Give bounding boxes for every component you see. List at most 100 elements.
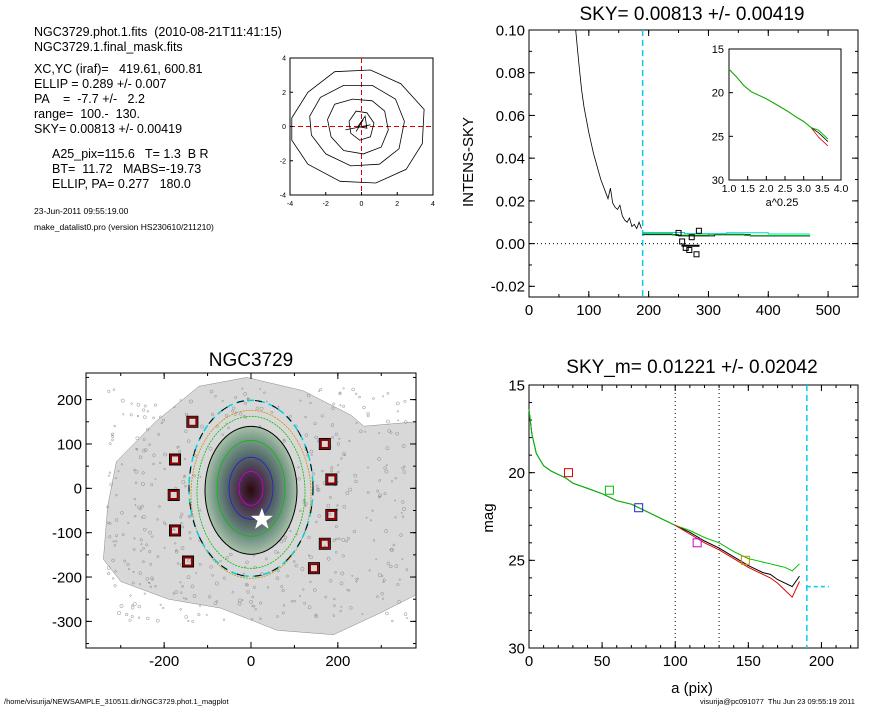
- galaxy-noise: [251, 604, 254, 607]
- galaxy-noise: [149, 562, 153, 566]
- galaxy-noise: [258, 425, 261, 428]
- galaxy-noise: [290, 600, 294, 603]
- header-date: 23-Jun-2011 09:55:19.00: [34, 206, 129, 216]
- galaxy-noise: [265, 400, 268, 403]
- mag-ylabel: mag: [480, 503, 497, 532]
- footer-user: visurija@pc091077 Thu Jun 23 09:55:19 20…: [700, 697, 855, 706]
- galaxy-noise: [266, 586, 269, 589]
- galaxy-noise: [107, 389, 111, 393]
- galaxy-noise: [311, 454, 313, 456]
- mag-x-tick-label: 150: [736, 653, 761, 670]
- galaxy-noise: [362, 405, 366, 410]
- galaxy-noise: [385, 611, 389, 616]
- galaxy-noise: [326, 556, 331, 561]
- galaxy-noise: [337, 471, 340, 474]
- inset-ytick-label: 30: [712, 175, 724, 187]
- sky-box-marker: [325, 508, 338, 521]
- galaxy-noise: [340, 457, 343, 460]
- galaxy-noise: [109, 482, 113, 487]
- galaxy-noise: [334, 571, 337, 574]
- mag-x-tick-label: 0: [525, 653, 533, 670]
- galaxy-noise: [340, 606, 343, 608]
- galaxy-noise: [143, 527, 147, 532]
- mag-x-tick-label: 100: [663, 653, 688, 670]
- galaxy-noise: [336, 442, 341, 446]
- galaxy-noise: [302, 500, 307, 504]
- galaxy-noise: [199, 509, 202, 512]
- mag-square-green: [604, 485, 614, 495]
- galaxy-noise: [234, 396, 238, 400]
- galaxy-noise: [282, 439, 286, 443]
- galaxy-noise: [372, 397, 375, 400]
- galaxy-noise: [282, 604, 286, 607]
- galaxy-noise: [191, 620, 195, 623]
- galaxy-noise: [319, 388, 323, 391]
- gal-y-tick-label: -100: [52, 525, 82, 542]
- galaxy-noise: [304, 433, 308, 437]
- galaxy-noise: [339, 610, 342, 613]
- galaxy-noise: [128, 618, 132, 622]
- galaxy-noise: [179, 581, 182, 584]
- galaxy-noise: [154, 478, 157, 481]
- mag-series-red: [674, 524, 800, 599]
- galaxy-noise: [139, 583, 141, 586]
- galaxy-isophote: [196, 415, 306, 569]
- galaxy-noise: [385, 446, 390, 451]
- galaxy-noise: [403, 465, 406, 468]
- galaxy-noise: [281, 611, 285, 615]
- center-xtick-label: -2: [323, 201, 329, 208]
- center-ytick-label: -4: [280, 193, 286, 200]
- galaxy-noise: [148, 582, 151, 584]
- galaxy-noise: [139, 538, 143, 542]
- galaxy-noise: [364, 430, 367, 433]
- galaxy-noise: [122, 413, 125, 416]
- galaxy-noise: [335, 551, 338, 554]
- galaxy-noise: [259, 601, 263, 605]
- galaxy-noise: [222, 618, 226, 621]
- galaxy-noise: [117, 470, 120, 473]
- center-contour: [357, 115, 368, 129]
- gal-y-tick-label: 0: [74, 481, 82, 498]
- galaxy-noise: [110, 432, 115, 436]
- galaxy-noise: [315, 520, 318, 524]
- star-icon: [250, 507, 273, 529]
- galaxy-noise: [382, 597, 385, 600]
- galaxy-noise: [243, 392, 247, 396]
- sky-box-marker-inner: [326, 509, 337, 520]
- galaxy-noise: [386, 561, 390, 565]
- sky-profile-line: [575, 29, 642, 230]
- header-line4: ELLIP = 0.289 +/- 0.007: [34, 77, 167, 91]
- galaxy-noise: [346, 536, 350, 540]
- sky-x-tick-label: 200: [636, 302, 661, 319]
- galaxy-noise: [160, 421, 163, 425]
- galaxy-noise: [333, 597, 336, 601]
- galaxy-noise: [175, 549, 178, 552]
- galaxy-noise: [389, 564, 393, 569]
- galaxy-noise: [241, 387, 244, 390]
- gal-x-tick-label: -200: [149, 653, 179, 670]
- inset-xtick-label: 1.0: [722, 183, 737, 195]
- galaxy-noise: [113, 584, 117, 588]
- galaxy-noise: [181, 585, 184, 588]
- galaxy-noise: [252, 585, 256, 589]
- galaxy-noise: [328, 495, 332, 499]
- sky-title: SKY= 0.00813 +/- 0.00419: [579, 4, 804, 25]
- galaxy-noise: [142, 547, 145, 550]
- sky-box-marker-inner: [326, 474, 337, 485]
- galaxy-noise: [351, 387, 355, 392]
- mag-y-tick-label: 30: [508, 640, 525, 657]
- galaxy-noise: [394, 476, 398, 480]
- galaxy-noise: [141, 516, 143, 519]
- galaxy-noise: [395, 431, 399, 436]
- galaxy-noise: [143, 415, 147, 419]
- center-contour: [348, 110, 375, 141]
- galaxy-noise: [328, 512, 332, 516]
- galaxy-noise: [259, 617, 262, 620]
- galaxy-noise: [150, 483, 154, 487]
- galaxy-noise: [366, 490, 370, 494]
- galaxy-noise: [306, 454, 309, 457]
- galaxy-noise: [380, 574, 384, 577]
- galaxy-noise: [115, 494, 118, 497]
- galaxy-noise: [396, 583, 400, 587]
- galaxy-noise: [383, 466, 387, 470]
